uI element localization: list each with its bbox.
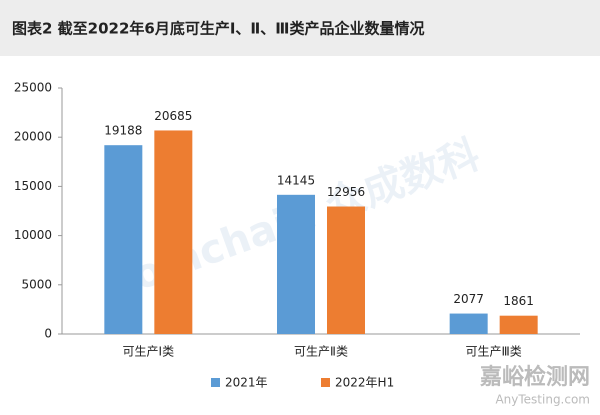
y-tick-label: 0 xyxy=(44,327,52,341)
value-label: 12956 xyxy=(327,185,365,199)
bar xyxy=(104,145,143,334)
watermark: 嘉峪检测网 xyxy=(480,364,590,390)
x-tick-label: 可生产Ⅱ类 xyxy=(294,345,348,359)
value-label: 19188 xyxy=(104,124,142,138)
legend-swatch xyxy=(211,378,220,387)
y-tick-label: 10000 xyxy=(14,228,52,242)
value-label: 1861 xyxy=(503,294,534,308)
bar xyxy=(449,313,488,334)
bar xyxy=(499,315,538,334)
x-tick-label: 可生产Ⅲ类 xyxy=(466,345,522,359)
bar xyxy=(154,130,193,334)
legend-label: 2022年H1 xyxy=(335,376,394,390)
bar xyxy=(277,194,315,334)
value-label: 14145 xyxy=(277,173,315,187)
watermark: AnyTesting.com xyxy=(495,393,590,407)
bar xyxy=(327,206,365,334)
title-bar xyxy=(0,0,600,56)
legend-label: 2021年 xyxy=(225,376,268,390)
y-tick-label: 5000 xyxy=(21,277,52,291)
value-label: 20685 xyxy=(154,109,192,123)
x-tick-label: 可生产Ⅰ类 xyxy=(123,345,175,359)
legend-swatch xyxy=(321,378,330,387)
y-tick-label: 20000 xyxy=(14,130,52,144)
value-label: 2077 xyxy=(453,292,484,306)
y-tick-label: 15000 xyxy=(14,179,52,193)
chart-title: 图表2 截至2022年6月底可生产Ⅰ、Ⅱ、Ⅲ类产品企业数量情况 xyxy=(12,20,425,38)
y-tick-label: 25000 xyxy=(14,81,52,95)
